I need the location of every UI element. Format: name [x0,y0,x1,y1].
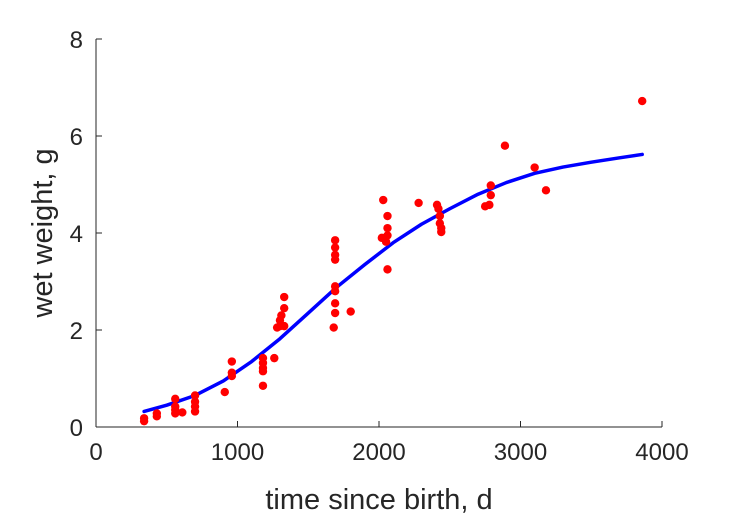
data-point [171,402,180,411]
data-point [220,387,229,397]
data-point [330,236,340,245]
data-point [190,397,200,406]
y-axis-label: wet weight, g [27,148,59,318]
x-axis-label: time since birth, d [265,484,492,516]
data-point [379,195,388,205]
data-point [258,381,268,390]
data-point [152,409,162,418]
y-tick-label: 6 [70,124,83,151]
data-point [178,408,187,417]
data-point [270,353,279,363]
data-point [190,391,200,400]
x-tick-label: 4000 [635,439,688,466]
data-point [330,299,340,308]
x-tick-label: 3000 [494,439,547,466]
data-point [280,303,289,313]
fit-curve-layer [142,152,644,414]
x-tick-label: 2000 [352,439,405,466]
data-point [486,181,495,190]
data-point [280,321,289,331]
data-points-layer [139,96,647,426]
data-point [330,250,340,260]
y-tick-label: 0 [70,415,83,442]
data-point [435,211,445,221]
y-tick-label: 8 [70,27,83,54]
data-point [330,243,340,252]
data-point [227,368,237,377]
data-point [330,308,340,318]
data-point [383,265,392,274]
data-point [541,186,551,195]
data-point [227,357,237,366]
data-point [280,292,289,302]
data-point [434,204,443,213]
data-point [139,414,149,423]
data-point [414,198,423,208]
x-tick-label: 1000 [211,439,264,466]
data-point [500,141,510,150]
data-point [381,237,391,246]
data-point [486,190,495,200]
fit-curve [142,152,644,414]
data-point [437,227,446,237]
data-point [637,96,647,106]
data-point [346,307,355,316]
data-point [383,211,392,221]
data-point [329,323,338,332]
data-point [530,163,539,172]
data-point [485,200,494,210]
data-point [171,394,180,404]
data-point [383,231,392,240]
data-point [277,311,286,320]
y-tick-label: 4 [70,221,83,248]
axes: 0 1000 2000 3000 4000 0 2 4 6 8 [70,27,689,466]
data-point [383,223,392,233]
data-point [330,282,340,291]
data-point [258,353,268,363]
y-tick-label: 2 [70,318,83,345]
x-tick-label: 0 [89,439,102,466]
